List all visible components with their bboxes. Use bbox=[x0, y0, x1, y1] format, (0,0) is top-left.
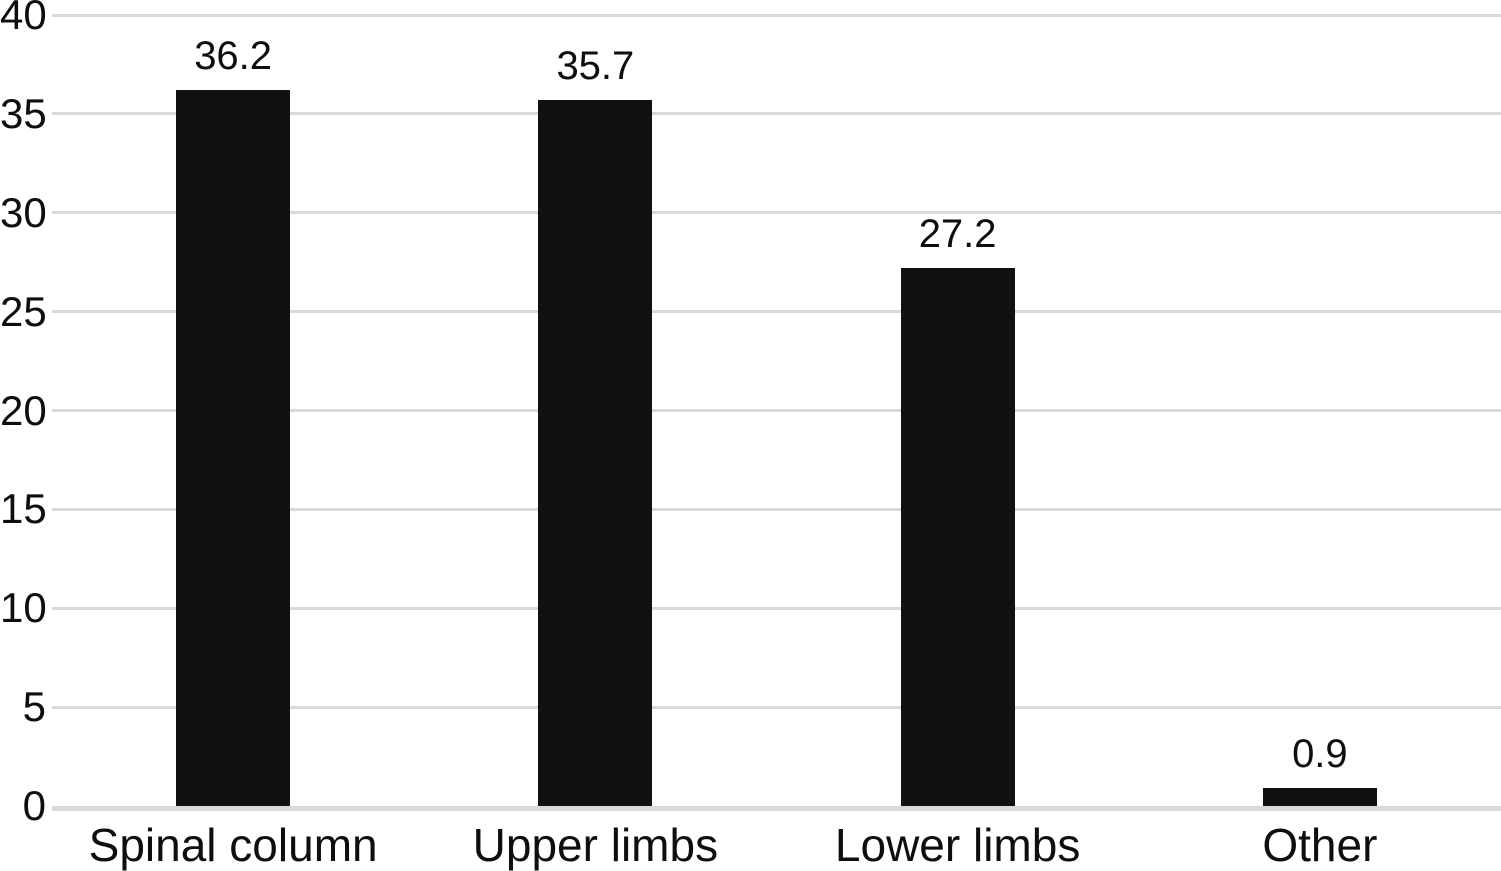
y-tick-label: 10 bbox=[0, 584, 47, 632]
x-category-label: Spinal column bbox=[88, 819, 378, 871]
bar-value-label: 0.9 bbox=[1292, 732, 1348, 777]
y-tick-label: 5 bbox=[22, 683, 46, 731]
gridline bbox=[52, 705, 1501, 709]
y-tick-label: 20 bbox=[0, 386, 47, 434]
y-tick-label: 15 bbox=[0, 485, 47, 533]
y-tick-label: 35 bbox=[0, 89, 47, 137]
gridline bbox=[52, 310, 1501, 314]
gridline bbox=[52, 409, 1501, 412]
bar-value-label: 27.2 bbox=[918, 212, 997, 257]
gridline bbox=[52, 507, 1501, 511]
x-category-label: Other bbox=[1262, 819, 1378, 871]
gridline bbox=[52, 211, 1501, 215]
y-tick-label: 30 bbox=[0, 188, 47, 236]
bar bbox=[538, 100, 653, 806]
y-tick-label: 0 bbox=[22, 782, 46, 829]
bar-value-label: 36.2 bbox=[194, 34, 273, 79]
x-axis-baseline bbox=[52, 806, 1501, 811]
bar-value-label: 35.7 bbox=[556, 44, 635, 89]
bar bbox=[1262, 788, 1377, 806]
x-category-label: Upper limbs bbox=[472, 819, 719, 871]
y-tick-label: 40 bbox=[0, 0, 47, 38]
bar bbox=[900, 268, 1015, 806]
bar bbox=[176, 90, 291, 806]
y-tick-label: 25 bbox=[0, 287, 47, 335]
gridline bbox=[52, 606, 1501, 610]
x-category-label: Lower limbs bbox=[834, 819, 1081, 871]
gridline bbox=[52, 13, 1501, 17]
gridline bbox=[52, 112, 1501, 116]
